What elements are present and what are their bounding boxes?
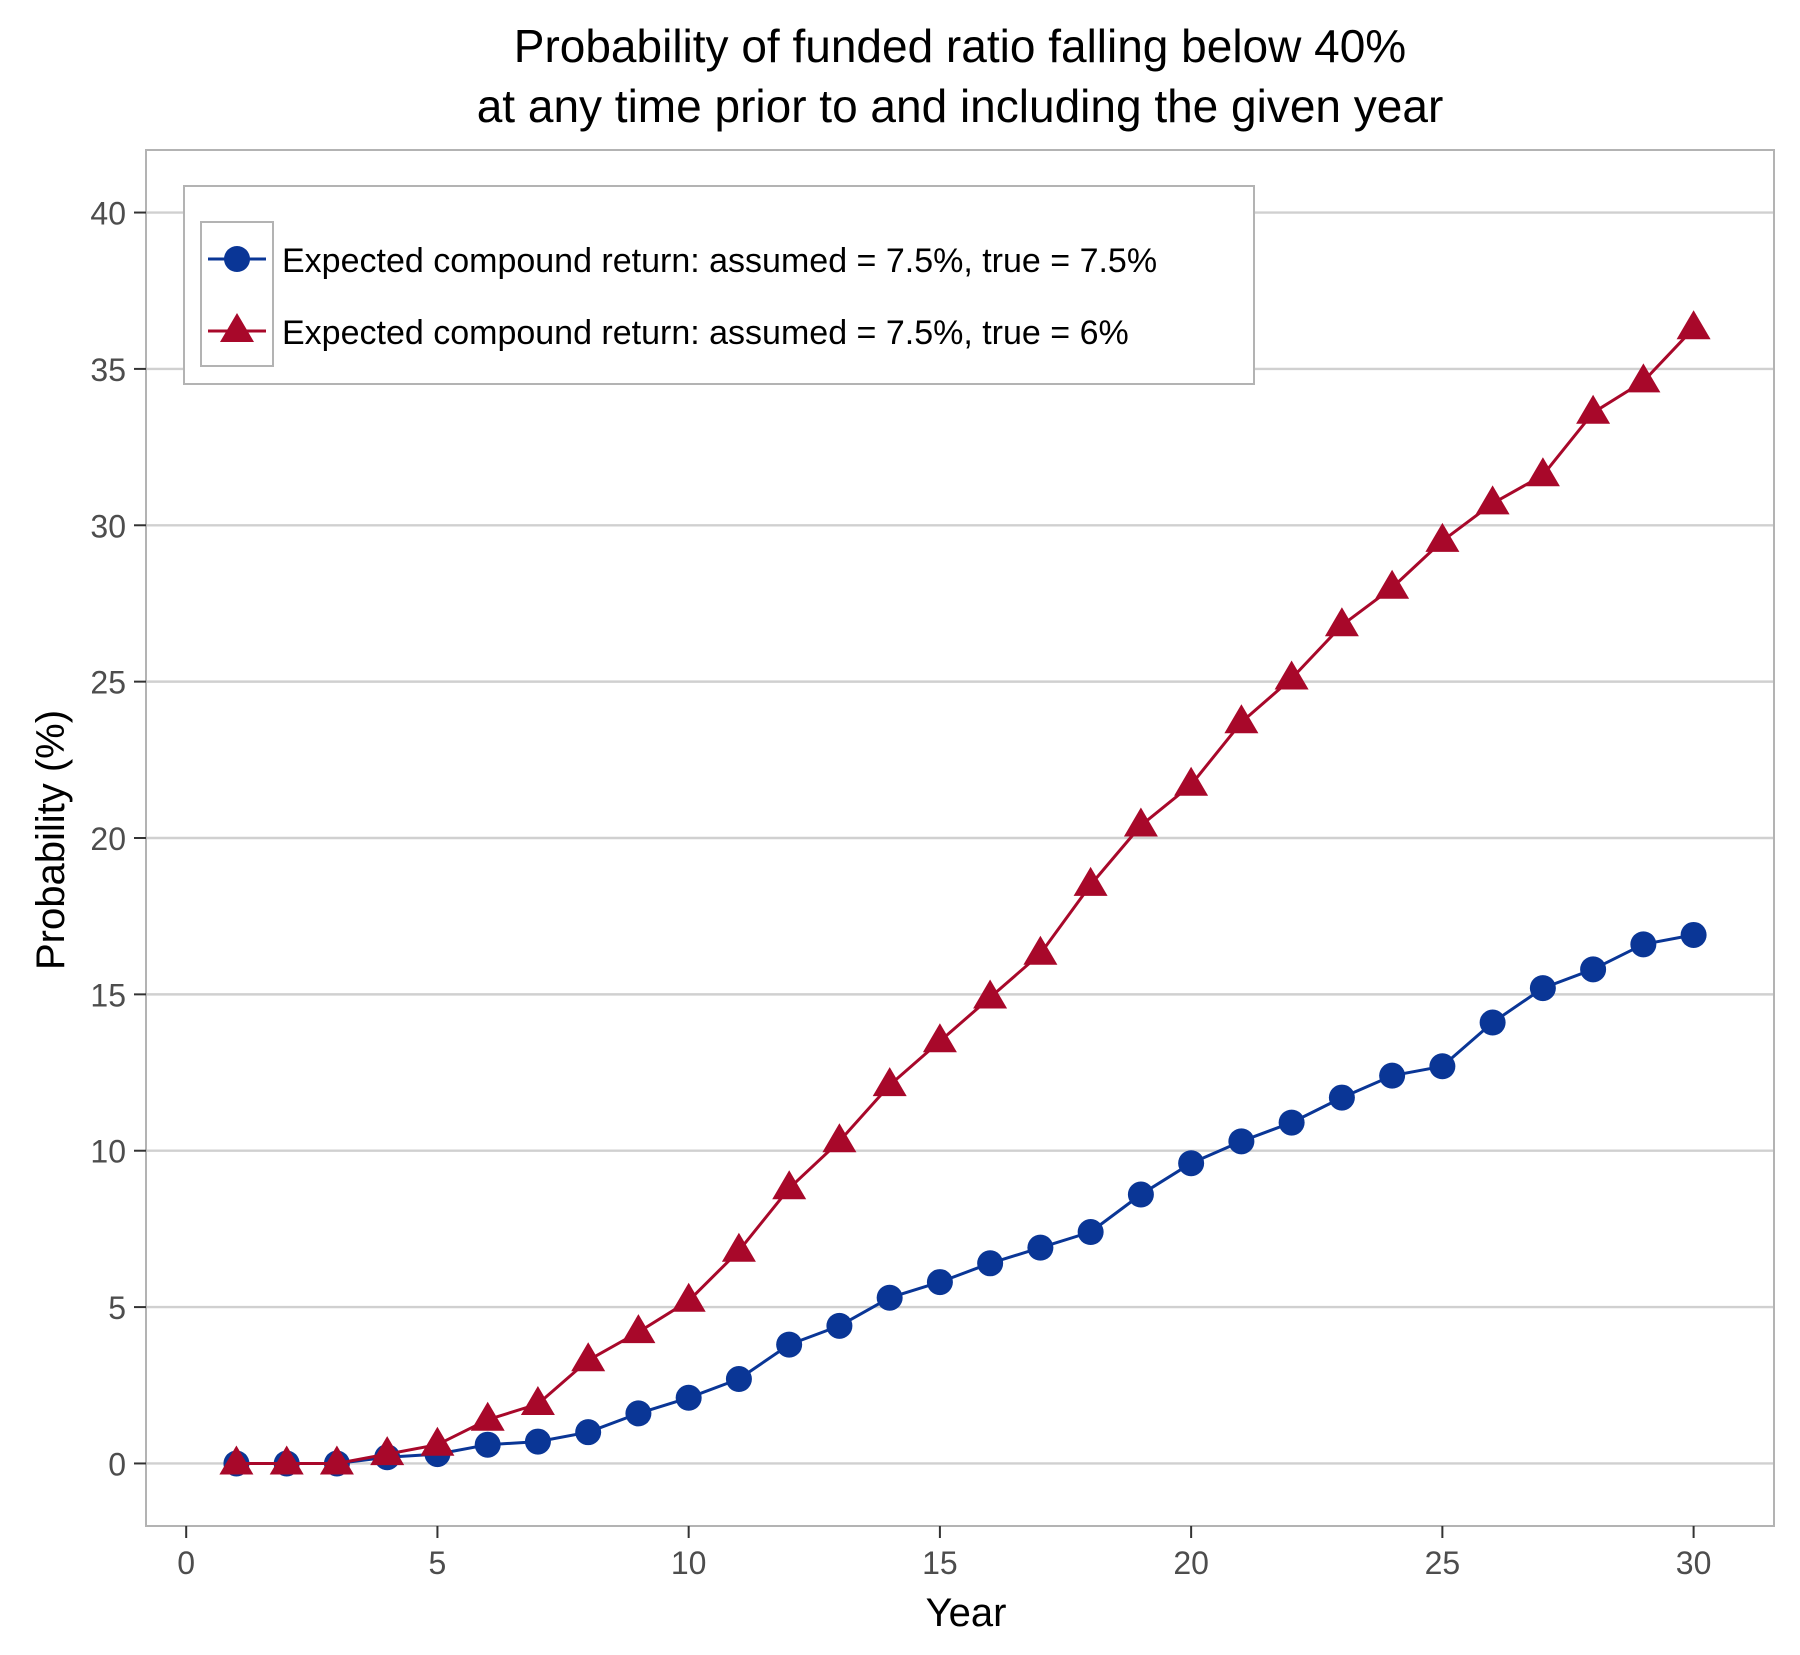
x-axis-label: Year xyxy=(926,1591,1007,1635)
y-tick-label: 30 xyxy=(90,508,126,544)
series-2-point xyxy=(1274,660,1309,690)
axes: 0 5 10 15 20 25 30 35 40 0 5 10 15 20 25 30 xyxy=(90,196,1711,1581)
series-2-point xyxy=(1475,485,1510,515)
y-tick-label: 25 xyxy=(90,665,126,701)
series-2-point xyxy=(1576,394,1611,424)
y-tick-label: 10 xyxy=(90,1134,126,1170)
series-2-point xyxy=(1676,310,1711,340)
series-2-point xyxy=(822,1123,857,1153)
y-tick-label: 40 xyxy=(90,196,126,232)
series-1-point xyxy=(1479,1009,1506,1036)
series-1-point xyxy=(625,1400,652,1427)
series-1-point xyxy=(524,1428,551,1455)
series-1-point xyxy=(675,1384,702,1411)
series-2-point xyxy=(269,1445,304,1475)
series-2-point xyxy=(1174,766,1209,796)
series-1-point xyxy=(474,1431,501,1458)
series-1-point xyxy=(1127,1181,1154,1208)
series-2-point xyxy=(1626,363,1661,393)
series-2-point xyxy=(922,1023,957,1053)
data-series xyxy=(219,310,1711,1477)
series-1-point xyxy=(977,1250,1004,1277)
series-1-point xyxy=(1379,1062,1406,1089)
y-tick-label: 35 xyxy=(90,352,126,388)
legend-marker-circle-icon xyxy=(224,246,250,272)
series-2-point xyxy=(319,1445,354,1475)
legend-item-series-1: Expected compound return: assumed = 7.5%… xyxy=(208,242,1157,280)
series-1-point xyxy=(1680,921,1707,948)
series-2-point xyxy=(1375,569,1410,599)
chart-title-line-2: at any time prior to and including the g… xyxy=(477,80,1444,132)
series-1-point xyxy=(1027,1234,1054,1261)
series-2-point xyxy=(1073,866,1108,896)
x-tick-label: 0 xyxy=(177,1545,195,1581)
series-2-point xyxy=(1224,704,1259,734)
x-tick-label: 15 xyxy=(922,1545,958,1581)
y-tick-label: 0 xyxy=(108,1446,126,1482)
series-1-point xyxy=(1178,1150,1205,1177)
series-1-point xyxy=(1529,975,1556,1002)
series-2-point xyxy=(571,1342,606,1372)
series-2-point xyxy=(1023,935,1058,965)
series-2-point xyxy=(973,979,1008,1009)
x-tick-label: 5 xyxy=(429,1545,447,1581)
series-1-point xyxy=(1228,1128,1255,1155)
series-2-point xyxy=(219,1445,254,1475)
series-1-point xyxy=(776,1331,803,1358)
legend-item-series-2: Expected compound return: assumed = 7.5%… xyxy=(208,313,1129,352)
y-axis-label: Probability (%) xyxy=(29,710,73,970)
legend-marker-triangle-icon xyxy=(220,313,254,342)
series-2-point xyxy=(370,1436,405,1466)
series-2-point xyxy=(520,1386,555,1415)
series-1-point xyxy=(876,1284,903,1311)
series-1-point xyxy=(1077,1219,1104,1246)
legend-key-box xyxy=(200,221,274,367)
y-tick-label: 15 xyxy=(90,977,126,1013)
series-2-point xyxy=(1525,457,1560,487)
series-2-point xyxy=(721,1232,756,1262)
series-2-point xyxy=(772,1170,807,1200)
x-tick-label: 30 xyxy=(1676,1545,1712,1581)
series-1-point xyxy=(826,1312,853,1339)
series-2-point xyxy=(1324,607,1359,637)
x-tick-label: 20 xyxy=(1173,1545,1209,1581)
series-1-point xyxy=(1429,1053,1456,1080)
series-1-point xyxy=(1580,956,1607,983)
x-tick-label: 10 xyxy=(671,1545,707,1581)
series-1-point xyxy=(575,1419,602,1446)
series-1-point xyxy=(926,1269,953,1296)
series-2-point xyxy=(420,1426,455,1456)
series-1-point xyxy=(1630,931,1657,958)
chart-title-line-1: Probability of funded ratio falling belo… xyxy=(514,20,1406,72)
series-2-point xyxy=(1425,522,1460,552)
series-2-point xyxy=(470,1401,505,1431)
legend-box xyxy=(183,185,1255,385)
series-2-point xyxy=(621,1314,656,1344)
legend-label-series-1: Expected compound return: assumed = 7.5%… xyxy=(282,242,1157,280)
legend-label-series-2: Expected compound return: assumed = 7.5%… xyxy=(282,314,1129,352)
series-2-point xyxy=(671,1282,706,1312)
legend: Expected compound return: assumed = 7.5%… xyxy=(183,185,1255,385)
series-1-point xyxy=(1328,1084,1355,1111)
x-tick-label: 25 xyxy=(1425,1545,1461,1581)
series-2-point xyxy=(872,1067,907,1097)
series-1-point xyxy=(725,1366,752,1393)
y-tick-label: 20 xyxy=(90,821,126,857)
series-1-point xyxy=(1278,1109,1305,1136)
y-tick-label: 5 xyxy=(108,1290,126,1326)
series-2-point xyxy=(1123,807,1158,837)
